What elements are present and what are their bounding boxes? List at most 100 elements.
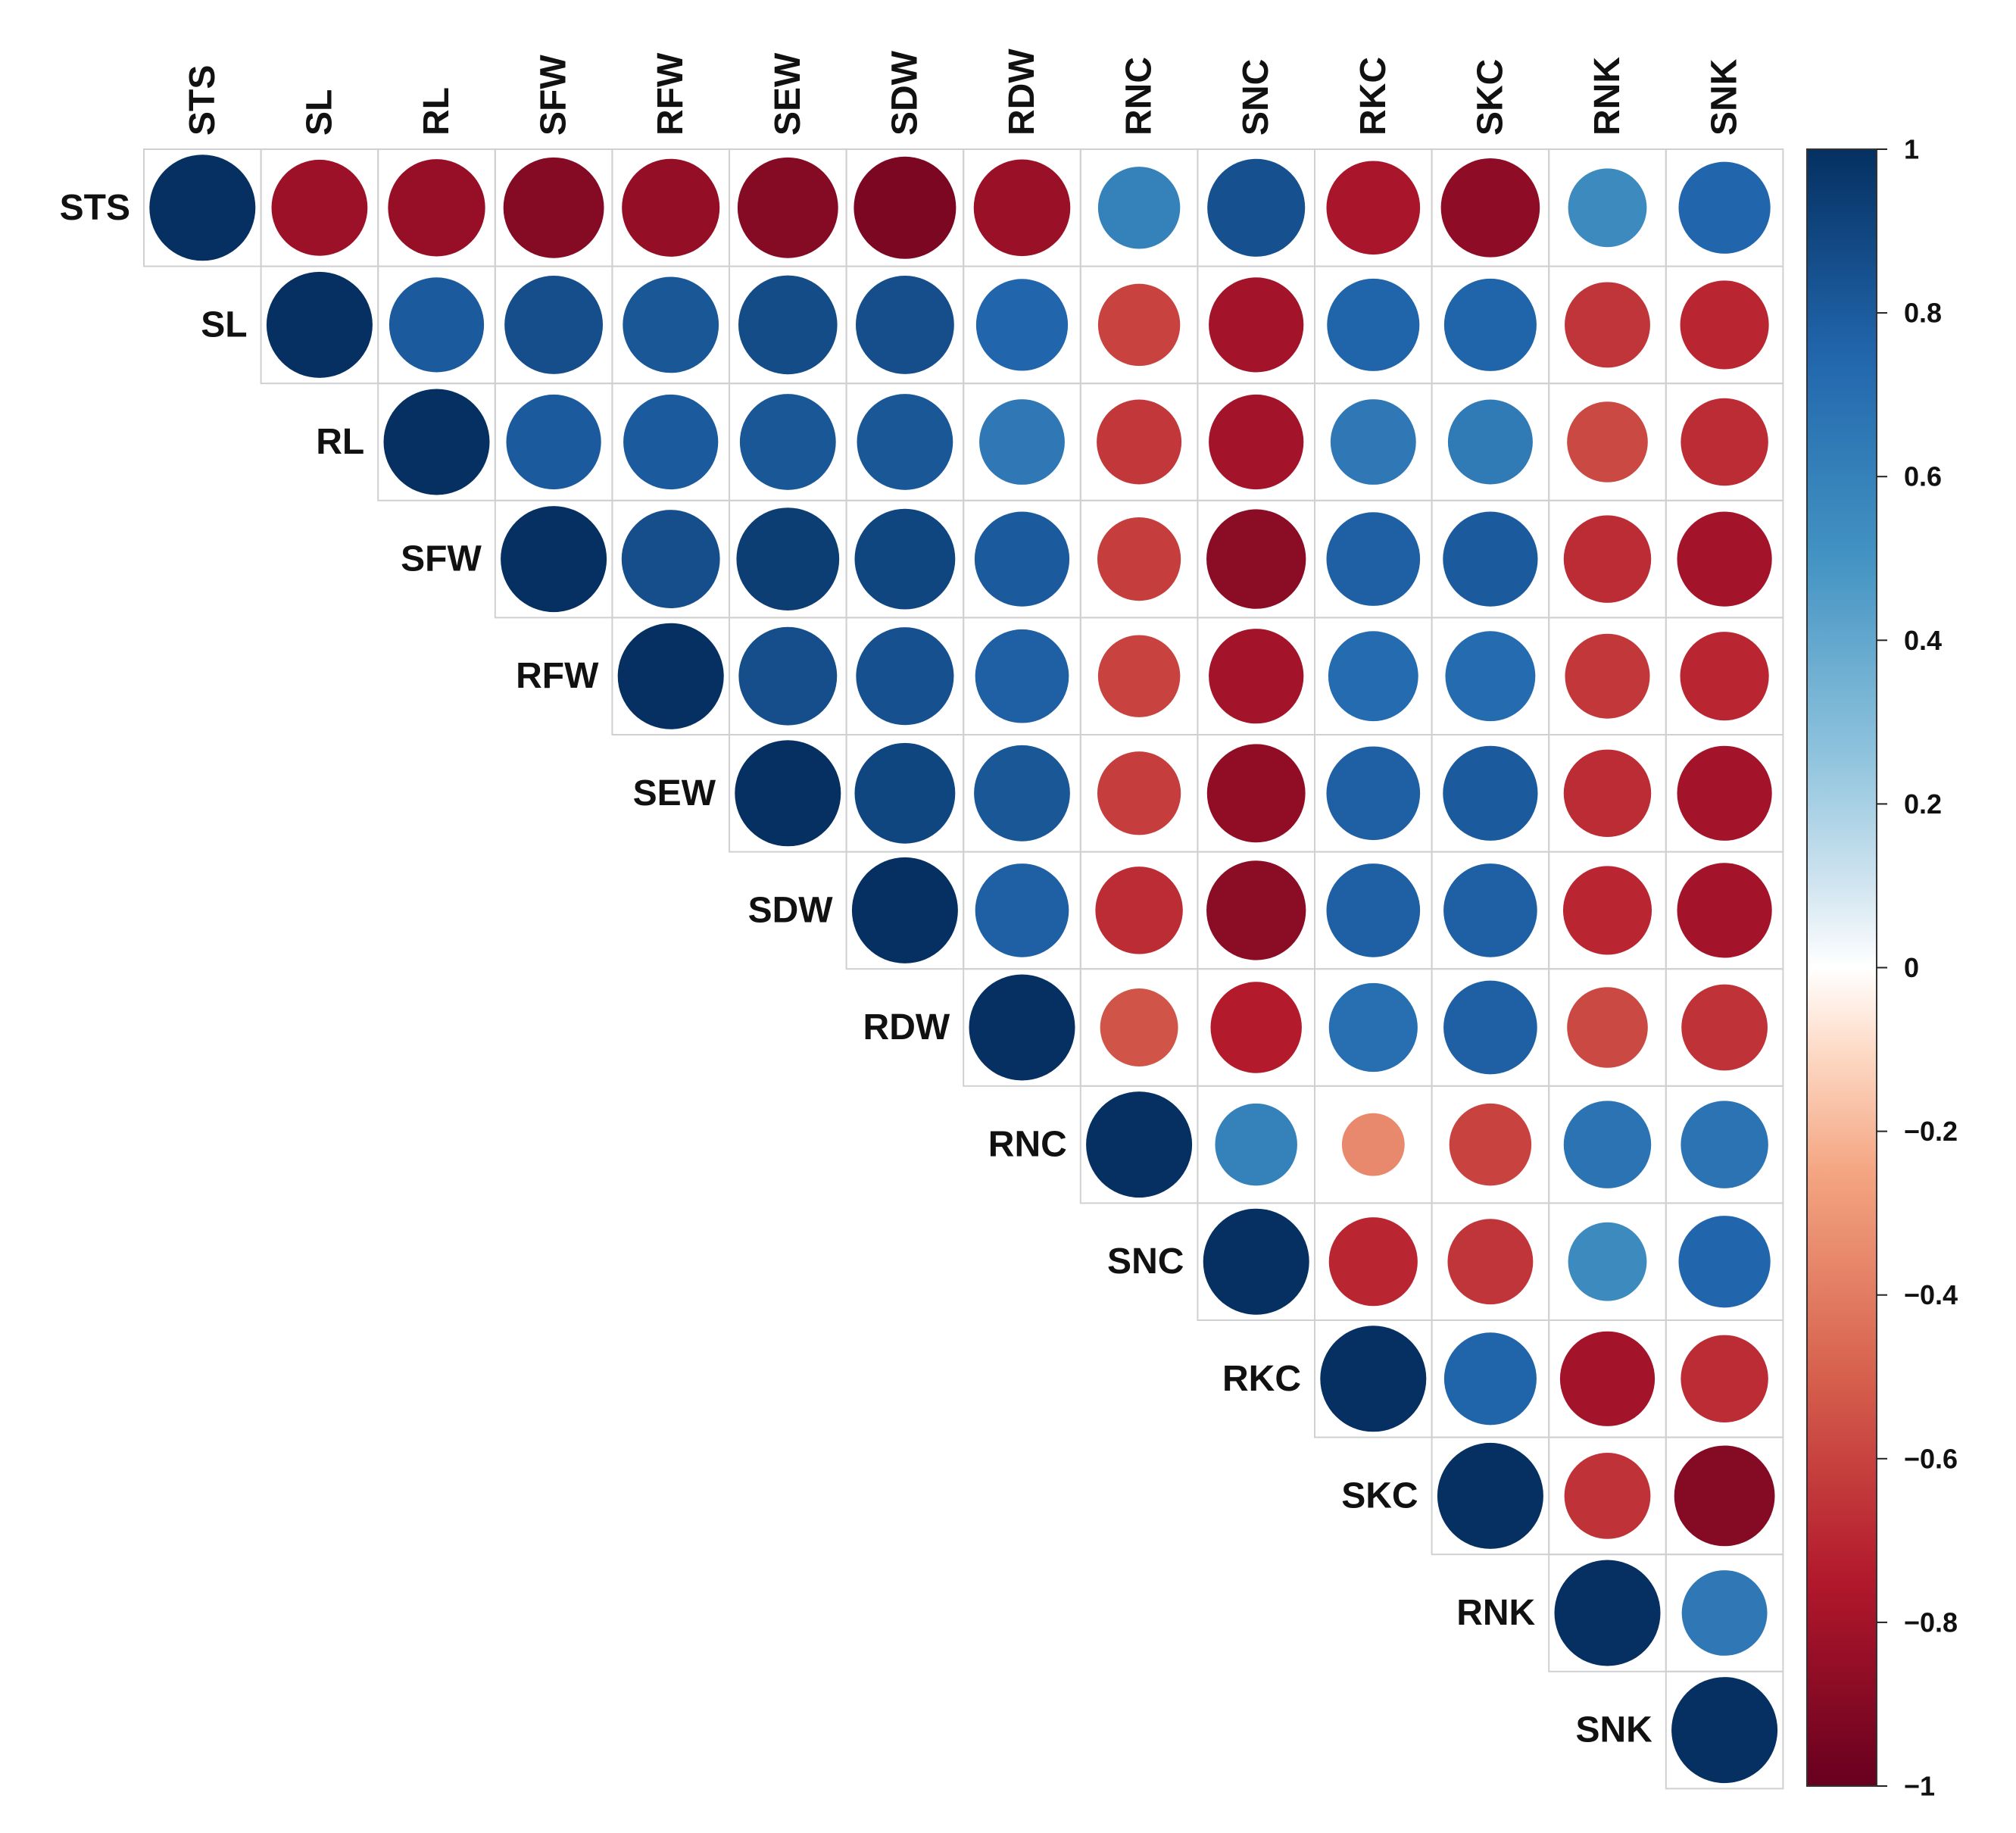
corr-circle-SEW-RKC: [1326, 746, 1421, 841]
col-label-STS: STS: [183, 65, 223, 136]
corr-circle-RFW-SEW: [738, 626, 838, 726]
corr-circle-SFW-SKC: [1443, 511, 1538, 607]
corr-circle-RDW-RKC: [1328, 982, 1418, 1073]
corr-circle-SFW-SNC: [1206, 509, 1306, 609]
corr-circle-SEW-SNC: [1206, 744, 1306, 843]
corr-circle-RDW-SKC: [1443, 980, 1537, 1075]
corr-circle-RNC-RNK: [1563, 1101, 1652, 1188]
colorbar-tick-label: 0: [1904, 952, 1919, 983]
corr-circle-STS-SKC: [1440, 158, 1540, 258]
corr-circle-RKC-RNK: [1559, 1331, 1656, 1426]
corr-circle-SEW-RDW: [974, 745, 1070, 842]
corr-circle-STS-SFW: [503, 157, 604, 258]
corr-circle-SEW-SDW: [854, 742, 956, 844]
corr-circle-SL-SDW: [855, 275, 954, 374]
col-label-RKC: RKC: [1353, 57, 1393, 136]
row-label-STS: STS: [60, 188, 130, 228]
corr-circle-RL-SDW: [857, 394, 953, 490]
corr-circle-SNC-SNC: [1203, 1208, 1309, 1315]
corr-circle-RFW-SNC: [1209, 629, 1304, 724]
corr-circle-RFW-RFW: [617, 623, 724, 729]
corr-circle-RDW-SNC: [1210, 982, 1302, 1073]
corr-circle-SDW-SNC: [1206, 860, 1306, 960]
corr-circle-RL-SFW: [506, 394, 601, 490]
colorbar-tick-label: 0.6: [1904, 461, 1942, 492]
row-label-RNC: RNC: [988, 1125, 1067, 1165]
corr-circle-SDW-RNC: [1095, 867, 1183, 954]
corr-circle-SL-SNK: [1680, 280, 1769, 370]
corr-circle-SDW-SNK: [1677, 863, 1772, 958]
grid-cells: [143, 148, 1784, 1790]
corr-circle-SL-SKC: [1443, 278, 1537, 371]
corr-circle-STS-STS: [149, 155, 256, 261]
corr-circle-RL-RFW: [623, 394, 719, 490]
corr-circle-STS-SNK: [1678, 161, 1771, 254]
colorbar-tick-label: −0.6: [1904, 1443, 1958, 1474]
corr-circle-SDW-RDW: [975, 863, 1069, 957]
corr-circle-SFW-SNK: [1677, 511, 1772, 607]
corr-circle-RL-RKC: [1330, 399, 1416, 485]
corr-circle-SEW-SNK: [1677, 745, 1772, 841]
row-label-RKC: RKC: [1222, 1359, 1301, 1399]
row-label-SFW: SFW: [401, 539, 482, 579]
corr-circle-SKC-SKC: [1437, 1442, 1543, 1549]
corr-circle-RL-SKC: [1447, 399, 1533, 485]
corr-circle-RKC-SKC: [1443, 1332, 1537, 1425]
corr-circle-RKC-SNK: [1681, 1335, 1768, 1423]
row-label-SEW: SEW: [633, 773, 716, 813]
corr-circle-SL-SNC: [1209, 277, 1304, 373]
row-labels: STS SL RL SFW RFW SEW SDW RDW RNC SNC RKC SKC RNK SNK: [60, 188, 1652, 1750]
colorbar-tick-label: −1: [1904, 1771, 1935, 1802]
corr-circle-RL-RNC: [1097, 399, 1182, 485]
corr-circle-RNC-SNC: [1215, 1103, 1297, 1186]
corr-circle-SDW-SKC: [1443, 863, 1537, 957]
corr-circle-STS-RNC: [1097, 167, 1181, 249]
corr-circle-SFW-RNK: [1563, 515, 1652, 603]
col-label-RFW: RFW: [651, 52, 691, 136]
row-label-RDW: RDW: [863, 1007, 950, 1048]
column-labels: STS SL RL SFW RFW SEW SDW RDW RNC SNC RKC SKC RNK SNK: [183, 48, 1745, 136]
colorbar-tick-label: −0.2: [1904, 1116, 1958, 1147]
corr-circle-SL-SL: [266, 271, 373, 378]
corr-circle-RDW-RNK: [1567, 987, 1648, 1068]
colorbar-tick-label: −0.8: [1904, 1607, 1958, 1638]
corr-circle-STS-SDW: [854, 156, 957, 259]
corr-circle-RNC-SKC: [1449, 1103, 1532, 1186]
corr-circle-SL-RDW: [975, 279, 1069, 371]
col-label-SNC: SNC: [1236, 59, 1276, 136]
corr-circle-SNC-RKC: [1328, 1217, 1418, 1307]
col-label-SL: SL: [299, 89, 339, 136]
corr-circle-RNC-RNC: [1086, 1091, 1193, 1198]
corr-circle-RFW-SDW: [856, 627, 954, 726]
corr-circle-SNK-SNK: [1671, 1677, 1778, 1784]
col-label-SKC: SKC: [1470, 59, 1510, 136]
col-label-RL: RL: [417, 87, 457, 136]
corr-circle-SL-RKC: [1327, 278, 1420, 371]
corr-circle-RNK-RNK: [1554, 1560, 1661, 1666]
corr-circle-SFW-RKC: [1326, 512, 1421, 606]
row-label-SDW: SDW: [748, 890, 834, 930]
corr-circle-RFW-RDW: [975, 629, 1069, 723]
corr-circle-SNC-SKC: [1447, 1219, 1534, 1305]
corr-circle-SKC-SNK: [1674, 1445, 1775, 1547]
corr-circle-SFW-SDW: [854, 508, 956, 610]
corr-circle-SFW-SEW: [736, 507, 840, 610]
corr-circle-STS-RFW: [622, 158, 720, 257]
colorbar-tick-label: 0.2: [1904, 788, 1942, 820]
corr-circle-SFW-RDW: [974, 511, 1070, 607]
col-label-SFW: SFW: [534, 55, 574, 136]
corr-circle-SFW-SFW: [501, 506, 607, 613]
row-label-SKC: SKC: [1341, 1475, 1418, 1516]
colorbar-gradient: [1806, 148, 1877, 1787]
corr-circle-SEW-RNK: [1563, 749, 1652, 838]
corr-circle-RKC-RKC: [1320, 1326, 1427, 1432]
corr-circle-RNC-RKC: [1341, 1113, 1405, 1176]
corr-circle-RL-RDW: [979, 399, 1065, 485]
corr-circle-SEW-SEW: [735, 740, 841, 847]
corr-circle-SL-RNC: [1097, 283, 1181, 367]
corr-circle-SKC-RNK: [1564, 1453, 1651, 1539]
col-label-RNC: RNC: [1119, 57, 1159, 136]
corr-circle-RL-SEW: [739, 394, 836, 490]
colorbar-tick-label: 1: [1904, 134, 1919, 165]
corr-circle-RFW-RKC: [1328, 631, 1418, 722]
